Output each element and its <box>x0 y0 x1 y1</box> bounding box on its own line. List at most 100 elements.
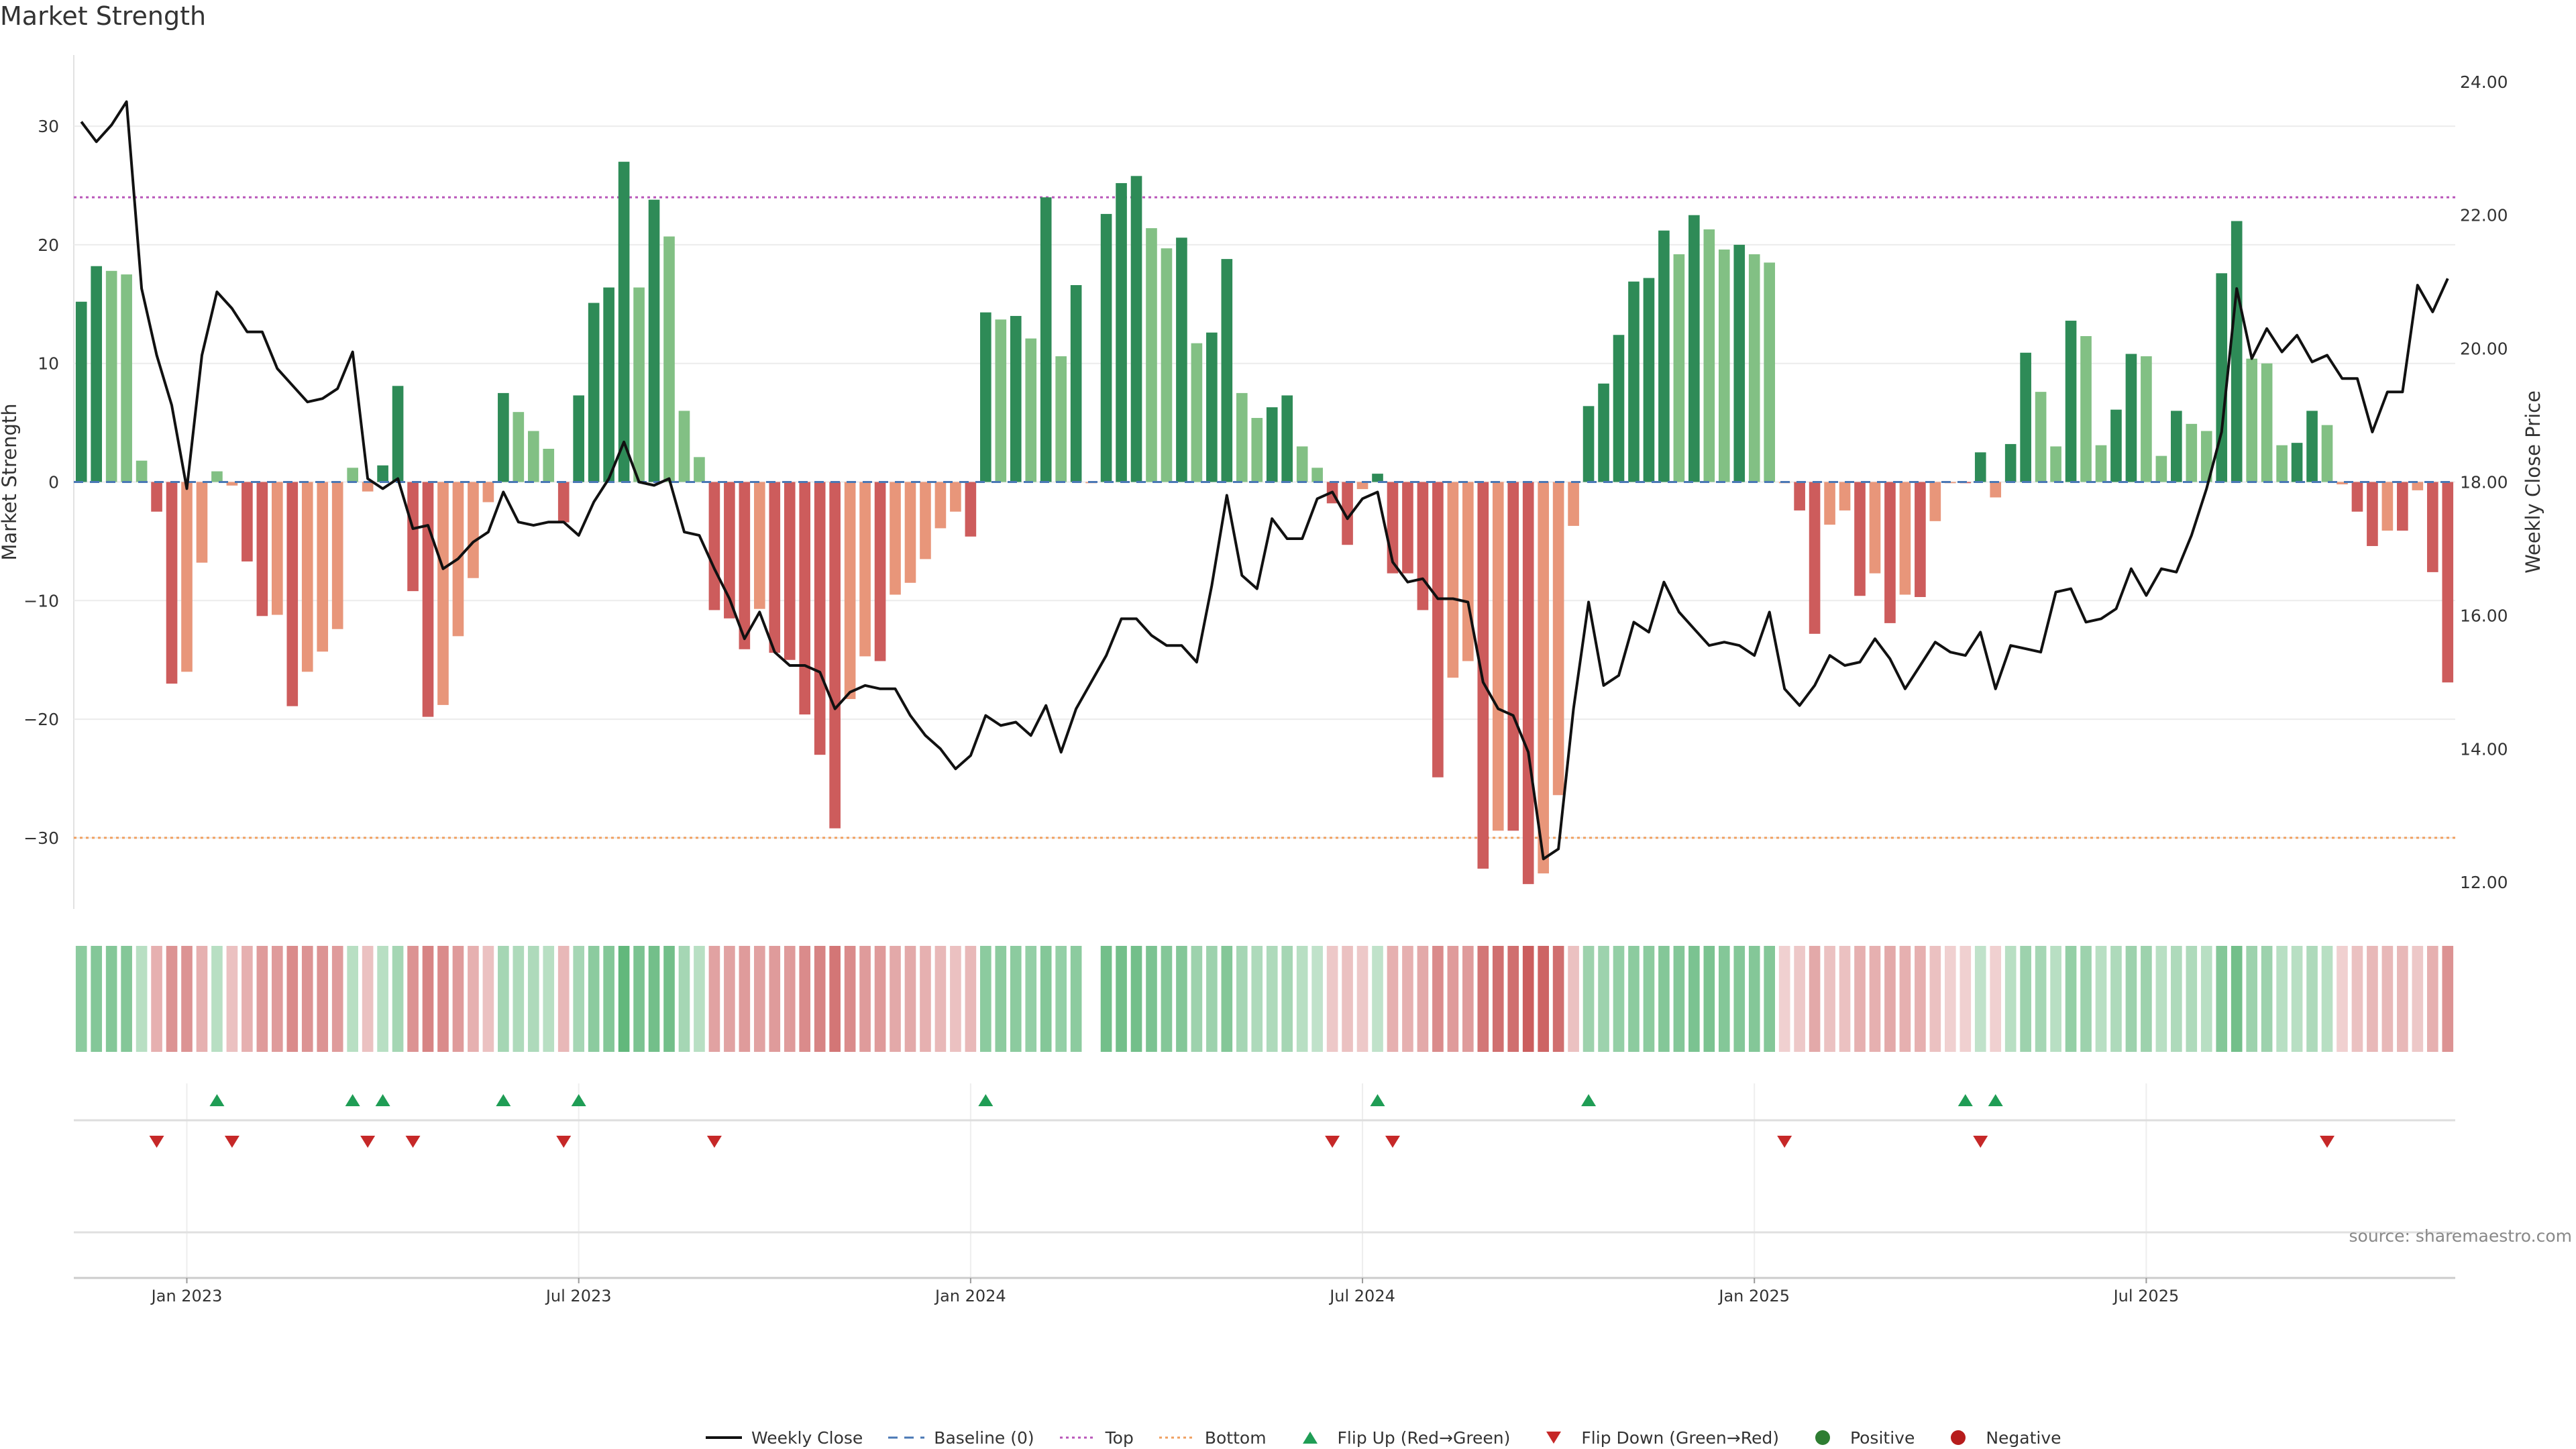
strength-bar <box>1251 418 1263 482</box>
legend-label: Flip Down (Green→Red) <box>1581 1428 1779 1448</box>
strength-bar <box>633 287 645 482</box>
flip-down-marker <box>706 1136 722 1148</box>
flip-up-marker <box>571 1094 586 1106</box>
y-tick-label: 0 <box>48 473 59 492</box>
heat-cell <box>272 946 283 1052</box>
heat-cell <box>633 946 645 1052</box>
heat-cell <box>301 946 313 1052</box>
heat-cell <box>196 946 208 1052</box>
heat-cell <box>708 946 720 1052</box>
strength-bar <box>181 482 193 672</box>
heat-cell <box>91 946 103 1052</box>
strength-bar <box>1010 315 1022 482</box>
heat-cell <box>347 946 358 1052</box>
strength-bar <box>1854 482 1866 596</box>
heat-cell <box>452 946 464 1052</box>
strength-bar <box>2125 354 2137 482</box>
strength-bar <box>1688 215 1700 482</box>
heat-cell <box>2351 946 2363 1052</box>
strength-bar <box>272 482 283 615</box>
strength-bar <box>2171 411 2182 482</box>
y2-tick-label: 16.00 <box>2460 606 2508 625</box>
heat-cell <box>2261 946 2273 1052</box>
legend-symbol-close <box>704 1430 743 1446</box>
heat-cell <box>980 946 991 1052</box>
x-tick-label: Jul 2024 <box>1328 1287 1395 1305</box>
legend-symbol-negative <box>1939 1430 1978 1446</box>
strength-bar <box>211 471 223 482</box>
heat-cell <box>1387 946 1399 1052</box>
strength-bar <box>1342 482 1353 545</box>
strength-bar <box>1161 248 1173 482</box>
strength-bar <box>2321 425 2333 482</box>
strength-bar <box>498 392 509 482</box>
legend-item-flip_up: Flip Up (Red→Green) <box>1291 1428 1510 1448</box>
strength-bar <box>1236 392 1248 482</box>
strength-bar <box>904 482 916 583</box>
heat-cell <box>2171 946 2182 1052</box>
strength-bar <box>2381 482 2394 531</box>
y2-tick-label: 12.00 <box>2460 873 2508 892</box>
heat-cell <box>2216 946 2228 1052</box>
strength-bar <box>136 460 148 482</box>
strength-bar <box>482 482 494 502</box>
heat-strip <box>75 946 2454 1052</box>
strength-bar <box>437 482 449 705</box>
chart-legend: Weekly Close Baseline (0) Top Bottom Flip Up… <box>704 1426 2086 1449</box>
heat-cell <box>1206 946 1218 1052</box>
heat-cell <box>256 946 268 1052</box>
y2-tick-label: 14.00 <box>2460 739 2508 759</box>
heat-cell <box>904 946 916 1052</box>
legend-item-close: Weekly Close <box>704 1428 863 1448</box>
heat-cell <box>2276 946 2288 1052</box>
heat-cell <box>874 946 886 1052</box>
heat-cell <box>1899 946 1911 1052</box>
strength-bar <box>1990 482 2002 498</box>
flip-down-marker <box>1325 1136 1340 1148</box>
strength-bar <box>1116 182 1127 482</box>
heat-cell <box>543 946 555 1052</box>
strength-bar <box>829 482 841 828</box>
heat-cell <box>2035 946 2047 1052</box>
strength-bar <box>2141 356 2152 482</box>
heat-cell <box>784 946 796 1052</box>
strength-bar <box>392 386 404 482</box>
strength-bar <box>1055 356 1067 482</box>
heat-cell <box>814 946 826 1052</box>
strength-bar <box>1673 254 1685 482</box>
heat-cell <box>739 946 751 1052</box>
strength-bar <box>2050 446 2061 482</box>
strength-bar <box>1809 482 1821 634</box>
flip-down-marker <box>1973 1136 1988 1148</box>
strength-bar <box>1417 482 1429 610</box>
heat-cell <box>2141 946 2152 1052</box>
legend-item-negative: Negative <box>1939 1428 2061 1448</box>
strength-bar <box>1311 468 1323 482</box>
heat-cell <box>1176 946 1187 1052</box>
heat-cell <box>166 946 178 1052</box>
legend-symbol-flip_down <box>1534 1430 1573 1446</box>
heat-cell <box>2020 946 2031 1052</box>
heat-cell <box>2381 946 2394 1052</box>
flip-up-marker <box>496 1094 511 1106</box>
strength-bar <box>1432 482 1444 777</box>
legend-label: Bottom <box>1204 1428 1267 1448</box>
heat-cell <box>2065 946 2077 1052</box>
strength-bar <box>980 312 991 482</box>
heat-cell <box>965 946 977 1052</box>
heat-cell <box>1824 946 1835 1052</box>
heat-cell <box>1658 946 1670 1052</box>
heat-cell <box>1146 946 1157 1052</box>
heat-cell <box>1869 946 1881 1052</box>
strength-bar <box>1628 281 1640 482</box>
heat-cell <box>437 946 449 1052</box>
heat-cell <box>2095 946 2107 1052</box>
strength-bar <box>1221 259 1233 482</box>
x-tick-label: Jan 2024 <box>934 1287 1006 1305</box>
y-tick-label: 10 <box>38 354 59 374</box>
strength-bar <box>1402 482 1413 574</box>
strength-bar <box>2367 482 2378 546</box>
strength-bar <box>1764 262 1776 482</box>
strength-bar <box>603 287 614 482</box>
strength-bar <box>286 482 299 706</box>
